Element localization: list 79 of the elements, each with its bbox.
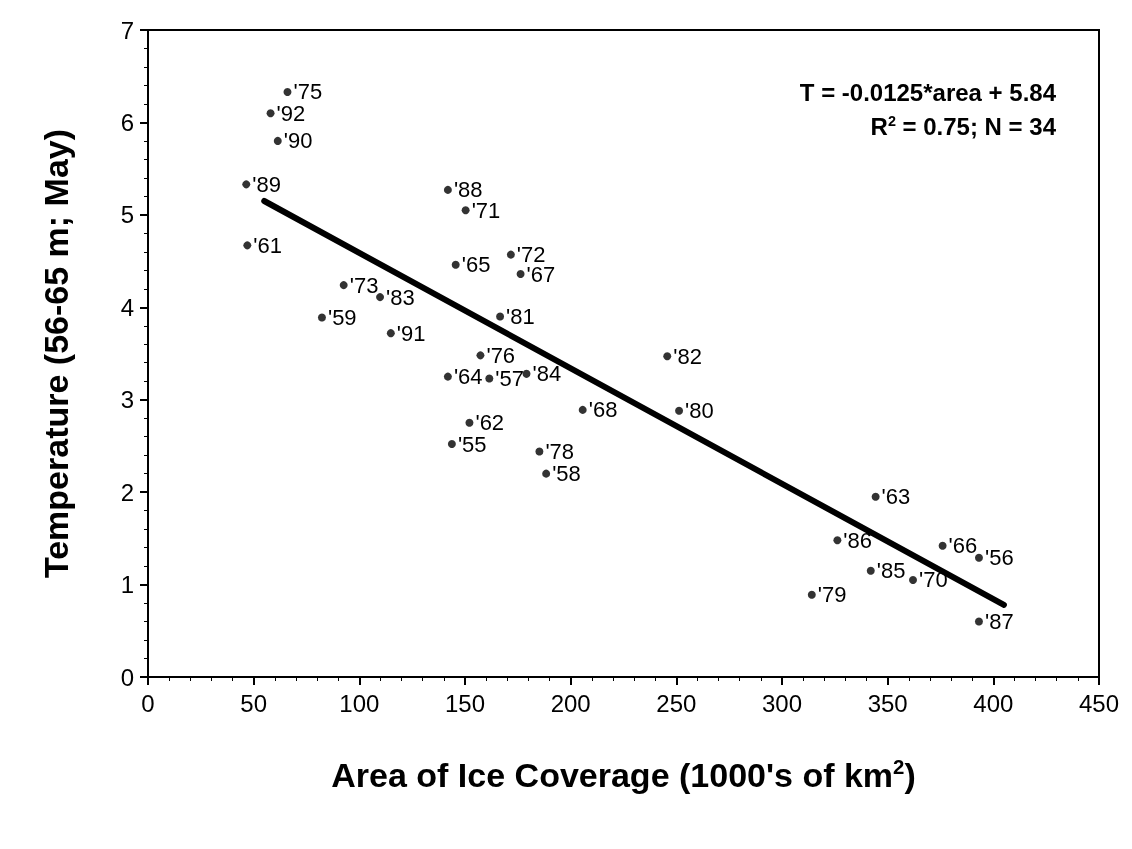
point bbox=[974, 553, 983, 562]
annotation: '83 bbox=[386, 284, 415, 310]
point bbox=[485, 374, 494, 383]
annotation: '68 bbox=[588, 397, 618, 423]
point bbox=[461, 206, 470, 215]
point bbox=[451, 260, 460, 269]
annotation: '59 bbox=[327, 304, 357, 330]
point bbox=[871, 492, 880, 501]
point bbox=[443, 185, 452, 194]
y-tick-label: 6 bbox=[120, 108, 134, 136]
annotation: '89 bbox=[252, 171, 281, 197]
point bbox=[974, 617, 983, 626]
y-axis-title: Temperature (56-65 m; May) bbox=[37, 128, 75, 579]
point bbox=[663, 352, 672, 361]
x-tick-label: 100 bbox=[339, 689, 380, 717]
x-tick-label: 350 bbox=[867, 689, 908, 717]
point bbox=[909, 575, 918, 584]
point bbox=[273, 136, 282, 145]
x-tick-label: 300 bbox=[761, 689, 803, 717]
annotation: '76 bbox=[486, 342, 516, 368]
point bbox=[807, 590, 816, 599]
annotation: '86 bbox=[843, 527, 873, 553]
point bbox=[443, 372, 452, 381]
y-tick-label: 2 bbox=[120, 478, 134, 506]
annotation: '81 bbox=[506, 304, 535, 330]
point bbox=[542, 469, 551, 478]
point bbox=[866, 566, 875, 575]
y-tick-label: 5 bbox=[120, 201, 134, 229]
point bbox=[266, 109, 275, 118]
annotation: '61 bbox=[253, 232, 282, 258]
x-tick-label: 200 bbox=[550, 689, 591, 717]
annotation: '78 bbox=[545, 438, 575, 464]
x-tick-label: 50 bbox=[240, 689, 268, 717]
annotation: '57 bbox=[495, 365, 524, 391]
annotation: '66 bbox=[948, 533, 978, 559]
point bbox=[675, 406, 684, 415]
point bbox=[376, 293, 385, 302]
annotation: '56 bbox=[984, 545, 1014, 571]
x-tick-label: 250 bbox=[656, 689, 697, 717]
point bbox=[447, 440, 456, 449]
x-tick-label: 150 bbox=[444, 689, 486, 717]
annotation: '65 bbox=[461, 252, 491, 278]
annotation: '87 bbox=[984, 609, 1014, 635]
y-tick-label: 3 bbox=[120, 386, 134, 414]
point bbox=[578, 405, 587, 414]
annotation: '73 bbox=[349, 272, 379, 298]
y-tick-label: 1 bbox=[120, 571, 134, 599]
annotation: T = -0.0125*area + 5.84 bbox=[799, 78, 1057, 106]
x-tick-label: 400 bbox=[973, 689, 1014, 717]
point bbox=[938, 541, 947, 550]
x-tick-label: 450 bbox=[1078, 689, 1120, 717]
point bbox=[522, 369, 531, 378]
point bbox=[317, 313, 326, 322]
x-tick-label: 0 bbox=[141, 689, 155, 717]
point bbox=[833, 536, 842, 545]
point bbox=[242, 180, 251, 189]
point bbox=[535, 447, 544, 456]
point bbox=[476, 351, 485, 360]
point bbox=[465, 418, 474, 427]
annotation: '91 bbox=[396, 320, 426, 346]
point bbox=[516, 270, 525, 279]
annotation: '84 bbox=[532, 361, 562, 387]
annotation: '90 bbox=[283, 128, 313, 154]
annotation: '80 bbox=[685, 398, 714, 424]
annotation: '79 bbox=[817, 582, 847, 608]
point bbox=[386, 329, 395, 338]
point bbox=[496, 312, 505, 321]
point bbox=[243, 241, 252, 250]
annotation: '63 bbox=[881, 484, 911, 510]
point bbox=[283, 87, 292, 96]
annotation: '58 bbox=[552, 461, 581, 487]
y-tick-label: 7 bbox=[120, 16, 134, 44]
annotation: '82 bbox=[673, 343, 702, 369]
annotation: '64 bbox=[453, 364, 483, 390]
annotation: '85 bbox=[876, 558, 906, 584]
y-tick-label: 4 bbox=[120, 293, 134, 321]
point bbox=[339, 281, 348, 290]
point bbox=[506, 250, 515, 259]
y-tick-label: 0 bbox=[120, 663, 134, 691]
